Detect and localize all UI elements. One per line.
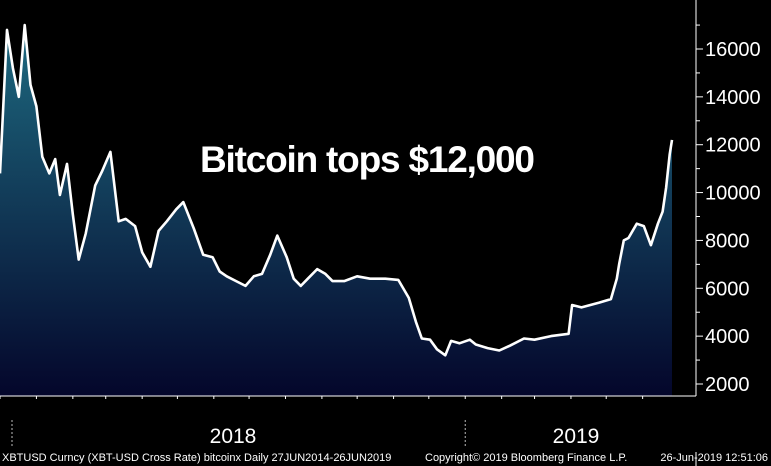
y-tick-label: 2000 [705,374,750,396]
y-tick-label: 6000 [705,278,750,300]
footer-ticker-info: XBTUSD Curncy (XBT-USD Cross Rate) bitco… [2,452,391,464]
y-tick-label: 4000 [705,326,750,348]
chart-title: Bitcoin tops $12,000 [200,139,534,180]
footer-timestamp: 26-Jun-2019 12:51:06 [660,452,768,464]
y-tick-label: 14000 [705,87,761,109]
x-year-label: 2019 [553,425,600,448]
y-tick-label: 10000 [705,183,761,205]
price-area-fill [0,25,672,396]
y-tick-label: 8000 [705,230,750,252]
x-year-label: 2018 [210,425,257,448]
y-tick-label: 16000 [705,39,761,61]
y-tick-label: 12000 [705,135,761,157]
price-series-line [0,23,674,357]
footer-copyright: Copyright© 2019 Bloomberg Finance L.P. [425,452,627,464]
